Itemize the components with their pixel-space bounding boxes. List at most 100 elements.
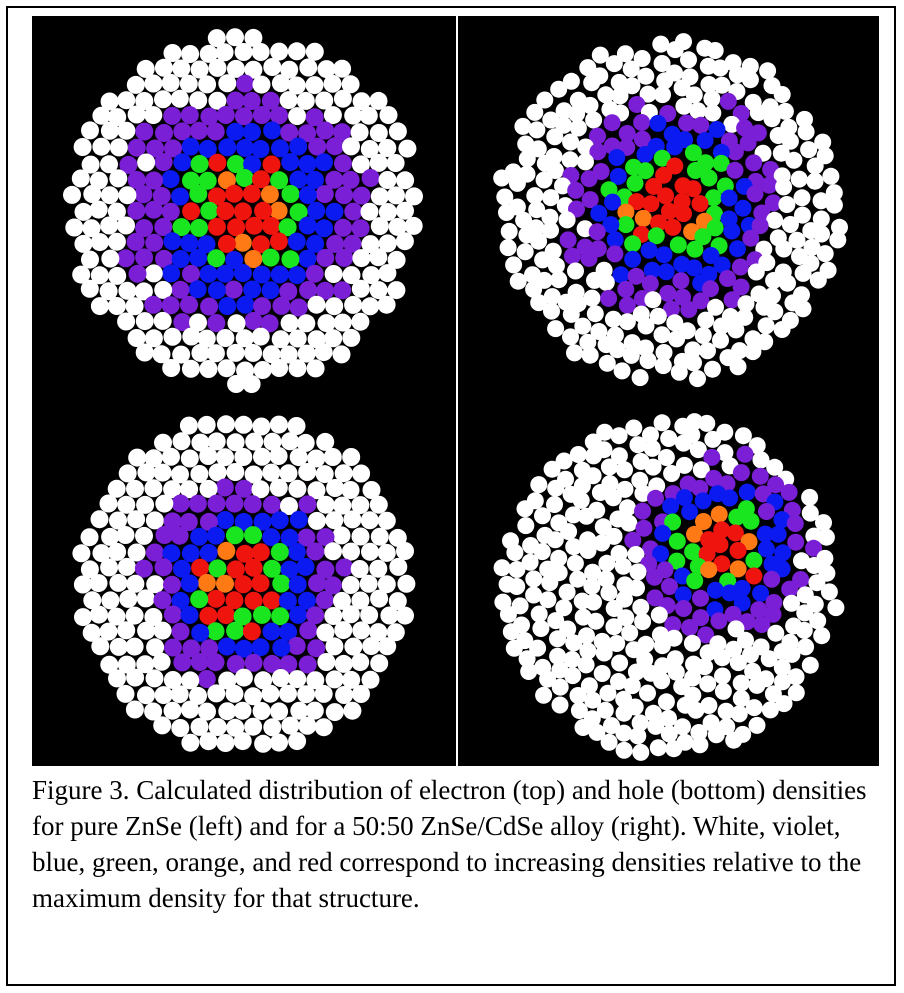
atom xyxy=(763,110,781,128)
atom xyxy=(182,171,200,190)
atom xyxy=(745,551,763,569)
atom xyxy=(741,71,759,89)
atom xyxy=(225,494,244,513)
atom xyxy=(278,591,297,610)
atom xyxy=(697,311,715,329)
atom xyxy=(206,344,225,363)
atom xyxy=(684,180,702,198)
atom xyxy=(587,612,605,630)
atom xyxy=(530,232,548,250)
atom xyxy=(270,702,289,721)
atom xyxy=(369,91,388,110)
atom xyxy=(271,74,290,93)
atom xyxy=(154,58,173,77)
atom xyxy=(333,123,352,142)
atom xyxy=(135,343,154,362)
atom xyxy=(145,511,164,530)
atom xyxy=(610,673,627,690)
atom xyxy=(668,532,686,550)
atom xyxy=(352,92,371,111)
atom xyxy=(145,233,164,252)
atom xyxy=(549,630,566,648)
atom xyxy=(646,568,663,586)
atom xyxy=(199,543,218,562)
atom xyxy=(699,342,716,360)
atom xyxy=(251,543,270,562)
atom xyxy=(683,634,701,652)
atom xyxy=(635,519,653,537)
atom xyxy=(704,360,721,378)
atom xyxy=(152,652,171,671)
atom xyxy=(662,300,680,318)
atom xyxy=(506,544,524,562)
atom xyxy=(270,171,289,190)
atom xyxy=(262,216,281,235)
atom xyxy=(555,116,573,134)
atom xyxy=(511,597,529,615)
atom xyxy=(135,122,154,141)
atom xyxy=(597,86,615,104)
electron-density-alloy-image xyxy=(458,16,879,403)
atom xyxy=(244,60,263,79)
atom xyxy=(74,234,93,253)
atom xyxy=(783,645,801,663)
atom xyxy=(568,105,586,123)
atom xyxy=(352,464,371,483)
atom xyxy=(611,654,629,672)
atom xyxy=(566,554,584,572)
atom xyxy=(809,271,827,289)
atom xyxy=(675,600,693,617)
atom xyxy=(631,369,649,387)
atom xyxy=(234,448,253,466)
atom xyxy=(182,202,201,221)
atom xyxy=(539,591,557,609)
atom xyxy=(378,234,397,253)
atom xyxy=(675,489,693,507)
atom xyxy=(341,170,360,189)
atom xyxy=(173,653,192,672)
atom xyxy=(550,549,568,567)
atom xyxy=(198,702,216,721)
atom xyxy=(136,655,155,674)
atom xyxy=(570,702,588,719)
atom xyxy=(744,662,762,680)
atom xyxy=(217,171,236,190)
atom xyxy=(562,72,580,90)
atom xyxy=(153,716,172,735)
atom xyxy=(155,494,174,513)
atom xyxy=(288,266,306,285)
atom xyxy=(591,46,609,64)
atom xyxy=(721,584,739,602)
atom xyxy=(695,513,712,530)
atom xyxy=(664,218,682,236)
atom xyxy=(805,527,823,545)
atom xyxy=(342,542,360,561)
atom xyxy=(225,184,244,203)
atom xyxy=(577,656,595,674)
atom xyxy=(144,329,163,348)
atom xyxy=(188,494,207,513)
atom xyxy=(655,166,673,184)
atom xyxy=(324,329,343,348)
atom xyxy=(732,690,750,707)
atom xyxy=(684,341,702,359)
atom xyxy=(767,624,785,642)
atom xyxy=(579,59,597,77)
atom xyxy=(533,543,551,561)
atom xyxy=(640,241,658,259)
atom xyxy=(191,433,210,452)
atom xyxy=(623,334,641,352)
atom xyxy=(190,717,209,736)
atom xyxy=(579,642,597,660)
atom xyxy=(351,496,370,515)
atom xyxy=(108,266,127,285)
atom xyxy=(616,461,633,479)
atom xyxy=(609,167,627,185)
atom xyxy=(199,264,218,283)
atom xyxy=(565,506,582,524)
atom xyxy=(633,50,651,67)
atom xyxy=(736,308,754,326)
atom xyxy=(753,616,771,633)
atom xyxy=(370,527,389,546)
atom xyxy=(585,593,602,611)
